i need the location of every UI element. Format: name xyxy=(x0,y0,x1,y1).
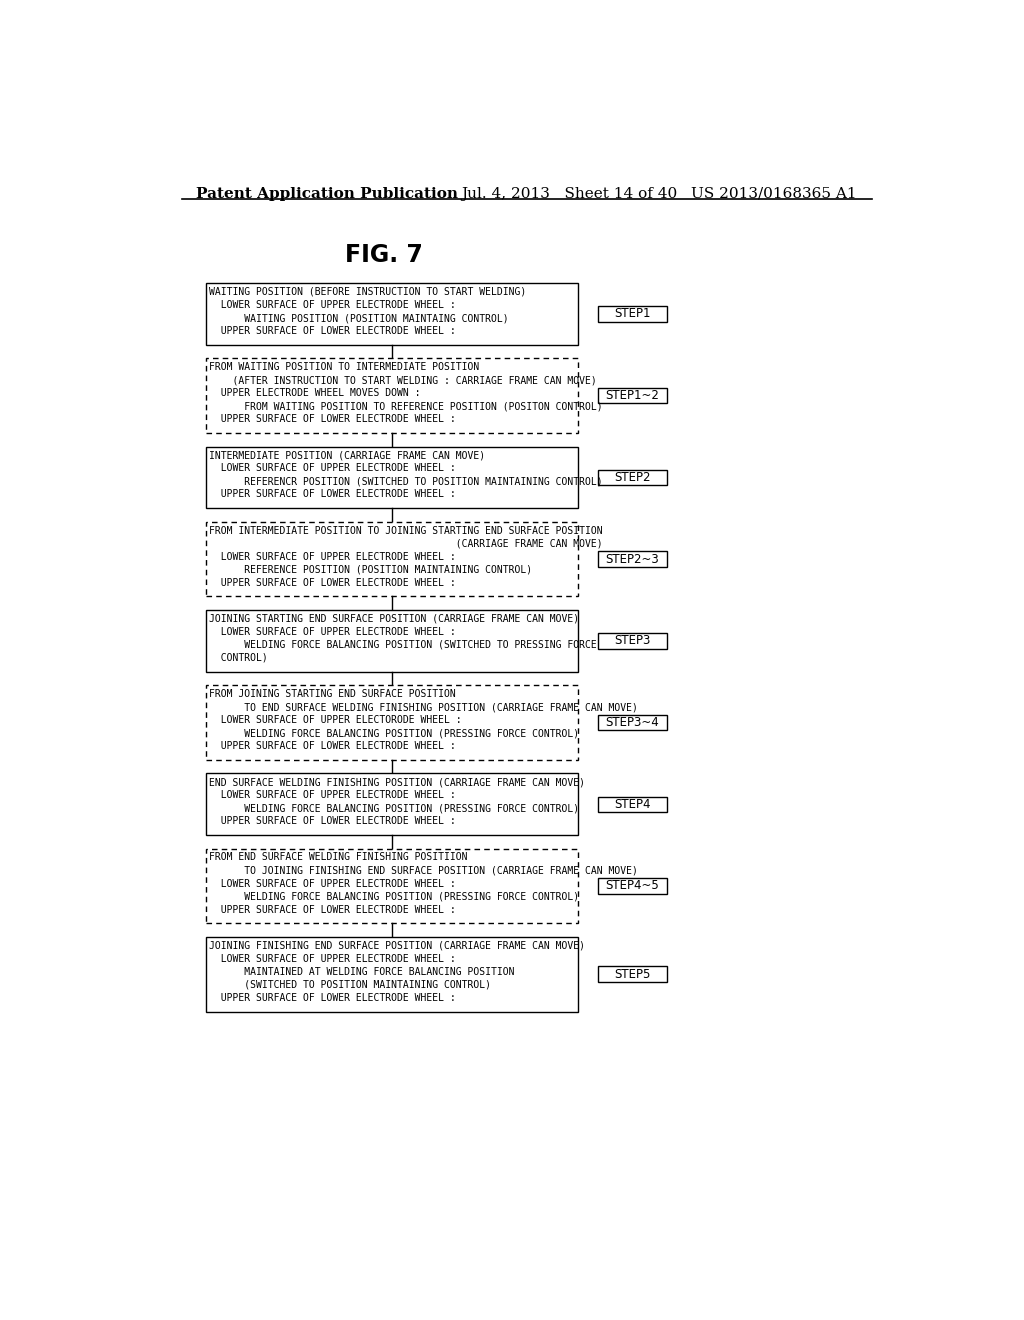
Text: TO END SURFACE WELDING FINISHING POSITION (CARRIAGE FRAME CAN MOVE): TO END SURFACE WELDING FINISHING POSITIO… xyxy=(209,702,638,711)
Text: UPPER ELECTRODE WHEEL MOVES DOWN :: UPPER ELECTRODE WHEEL MOVES DOWN : xyxy=(209,388,420,399)
Bar xyxy=(598,552,667,566)
Text: JOINING FINISHING END SURFACE POSITION (CARRIAGE FRAME CAN MOVE): JOINING FINISHING END SURFACE POSITION (… xyxy=(209,941,585,950)
Bar xyxy=(206,937,578,1011)
Text: US 2013/0168365 A1: US 2013/0168365 A1 xyxy=(691,187,856,201)
Text: END SURFACE WELDING FINISHING POSITION (CARRIAGE FRAME CAN MOVE): END SURFACE WELDING FINISHING POSITION (… xyxy=(209,777,585,787)
Text: STEP5: STEP5 xyxy=(614,968,650,981)
Text: UPPER SURFACE OF LOWER ELECTRODE WHEEL :: UPPER SURFACE OF LOWER ELECTRODE WHEEL : xyxy=(209,816,456,826)
Text: UPPER SURFACE OF LOWER ELECTRODE WHEEL :: UPPER SURFACE OF LOWER ELECTRODE WHEEL : xyxy=(209,490,456,499)
Text: LOWER SURFACE OF UPPER ELECTRODE WHEEL :: LOWER SURFACE OF UPPER ELECTRODE WHEEL : xyxy=(209,300,456,310)
Text: FROM WAITING POSITION TO INTERMEDIATE POSITION: FROM WAITING POSITION TO INTERMEDIATE PO… xyxy=(209,362,479,372)
Text: STEP1: STEP1 xyxy=(614,308,651,321)
Text: STEP3~4: STEP3~4 xyxy=(605,715,659,729)
Bar xyxy=(206,610,578,672)
Text: REFERENCR POSITION (SWITCHED TO POSITION MAINTAINING CONTROL): REFERENCR POSITION (SWITCHED TO POSITION… xyxy=(209,477,602,487)
Text: WELDING FORCE BALANCING POSITION (PRESSING FORCE CONTROL): WELDING FORCE BALANCING POSITION (PRESSI… xyxy=(209,729,579,738)
Text: STEP2~3: STEP2~3 xyxy=(605,553,659,566)
Text: LOWER SURFACE OF UPPER ELECTRODE WHEEL :: LOWER SURFACE OF UPPER ELECTRODE WHEEL : xyxy=(209,463,456,474)
Text: STEP4~5: STEP4~5 xyxy=(605,879,659,892)
Text: LOWER SURFACE OF UPPER ELECTRODE WHEEL :: LOWER SURFACE OF UPPER ELECTRODE WHEEL : xyxy=(209,879,456,888)
Bar xyxy=(206,284,578,345)
Bar xyxy=(598,634,667,648)
Text: FROM END SURFACE WELDING FINISHING POSITIION: FROM END SURFACE WELDING FINISHING POSIT… xyxy=(209,853,467,862)
Bar xyxy=(206,685,578,760)
Text: FROM INTERMEDIATE POSITION TO JOINING STARTING END SURFACE POSITION: FROM INTERMEDIATE POSITION TO JOINING ST… xyxy=(209,525,602,536)
Text: FROM JOINING STARTING END SURFACE POSITION: FROM JOINING STARTING END SURFACE POSITI… xyxy=(209,689,456,700)
Text: INTERMEDIATE POSITION (CARRIAGE FRAME CAN MOVE): INTERMEDIATE POSITION (CARRIAGE FRAME CA… xyxy=(209,450,484,461)
Text: STEP3: STEP3 xyxy=(614,635,650,647)
Text: WELDING FORCE BALANCING POSITION (PRESSING FORCE CONTROL): WELDING FORCE BALANCING POSITION (PRESSI… xyxy=(209,804,579,813)
Text: (CARRIAGE FRAME CAN MOVE): (CARRIAGE FRAME CAN MOVE) xyxy=(209,539,602,549)
Text: LOWER SURFACE OF UPPER ELECTRODE WHEEL :: LOWER SURFACE OF UPPER ELECTRODE WHEEL : xyxy=(209,552,456,561)
Text: UPPER SURFACE OF LOWER ELECTRODE WHEEL :: UPPER SURFACE OF LOWER ELECTRODE WHEEL : xyxy=(209,578,456,587)
Bar xyxy=(598,966,667,982)
Text: UPPER SURFACE OF LOWER ELECTRODE WHEEL :: UPPER SURFACE OF LOWER ELECTRODE WHEEL : xyxy=(209,414,456,424)
Text: UPPER SURFACE OF LOWER ELECTRODE WHEEL :: UPPER SURFACE OF LOWER ELECTRODE WHEEL : xyxy=(209,993,456,1003)
Text: LOWER SURFACE OF UPPER ELECTRODE WHEEL :: LOWER SURFACE OF UPPER ELECTRODE WHEEL : xyxy=(209,627,456,636)
Bar xyxy=(598,878,667,894)
Text: (AFTER INSTRUCTION TO START WELDING : CARRIAGE FRAME CAN MOVE): (AFTER INSTRUCTION TO START WELDING : CA… xyxy=(209,375,596,385)
Text: STEP4: STEP4 xyxy=(614,797,651,810)
Text: FIG. 7: FIG. 7 xyxy=(345,243,423,267)
Text: WAITING POSITION (BEFORE INSTRUCTION TO START WELDING): WAITING POSITION (BEFORE INSTRUCTION TO … xyxy=(209,286,526,297)
Text: UPPER SURFACE OF LOWER ELECTRODE WHEEL :: UPPER SURFACE OF LOWER ELECTRODE WHEEL : xyxy=(209,741,456,751)
Text: UPPER SURFACE OF LOWER ELECTRODE WHEEL :: UPPER SURFACE OF LOWER ELECTRODE WHEEL : xyxy=(209,326,456,337)
Text: STEP2: STEP2 xyxy=(614,471,651,484)
Text: UPPER SURFACE OF LOWER ELECTRODE WHEEL :: UPPER SURFACE OF LOWER ELECTRODE WHEEL : xyxy=(209,904,456,915)
Text: LOWER SURFACE OF UPPER ELECTRODE WHEEL :: LOWER SURFACE OF UPPER ELECTRODE WHEEL : xyxy=(209,954,456,964)
Text: (SWITCHED TO POSITION MAINTAINING CONTROL): (SWITCHED TO POSITION MAINTAINING CONTRO… xyxy=(209,979,490,990)
Bar xyxy=(598,796,667,812)
Bar xyxy=(206,446,578,508)
Text: LOWER SURFACE OF UPPER ELECTRODE WHEEL :: LOWER SURFACE OF UPPER ELECTRODE WHEEL : xyxy=(209,791,456,800)
Bar xyxy=(598,470,667,486)
Text: JOINING STARTING END SURFACE POSITION (CARRIAGE FRAME CAN MOVE): JOINING STARTING END SURFACE POSITION (C… xyxy=(209,614,579,624)
Bar xyxy=(598,388,667,404)
Text: REFERENCE POSITION (POSITION MAINTAINING CONTROL): REFERENCE POSITION (POSITION MAINTAINING… xyxy=(209,565,531,574)
Bar xyxy=(206,849,578,923)
Bar xyxy=(206,774,578,836)
Bar xyxy=(206,521,578,597)
Text: CONTROL): CONTROL) xyxy=(209,653,267,663)
Text: Patent Application Publication: Patent Application Publication xyxy=(197,187,458,201)
Text: TO JOINING FINISHING END SURFACE POSITION (CARRIAGE FRAME CAN MOVE): TO JOINING FINISHING END SURFACE POSITIO… xyxy=(209,866,638,875)
Text: FROM WAITING POSITION TO REFERENCE POSITION (POSITON CONTROL): FROM WAITING POSITION TO REFERENCE POSIT… xyxy=(209,401,602,412)
Text: WELDING FORCE BALANCING POSITION (SWITCHED TO PRESSING FORCE: WELDING FORCE BALANCING POSITION (SWITCH… xyxy=(209,640,596,649)
Text: STEP1~2: STEP1~2 xyxy=(605,389,659,403)
Text: WELDING FORCE BALANCING POSITION (PRESSING FORCE CONTROL): WELDING FORCE BALANCING POSITION (PRESSI… xyxy=(209,891,579,902)
Bar xyxy=(206,358,578,433)
Bar xyxy=(598,306,667,322)
Text: WAITING POSITION (POSITION MAINTAING CONTROL): WAITING POSITION (POSITION MAINTAING CON… xyxy=(209,313,508,323)
Bar xyxy=(598,715,667,730)
Text: MAINTAINED AT WELDING FORCE BALANCING POSITION: MAINTAINED AT WELDING FORCE BALANCING PO… xyxy=(209,966,514,977)
Text: Jul. 4, 2013   Sheet 14 of 40: Jul. 4, 2013 Sheet 14 of 40 xyxy=(461,187,678,201)
Text: LOWER SURFACE OF UPPER ELECTORODE WHEEL :: LOWER SURFACE OF UPPER ELECTORODE WHEEL … xyxy=(209,715,461,725)
